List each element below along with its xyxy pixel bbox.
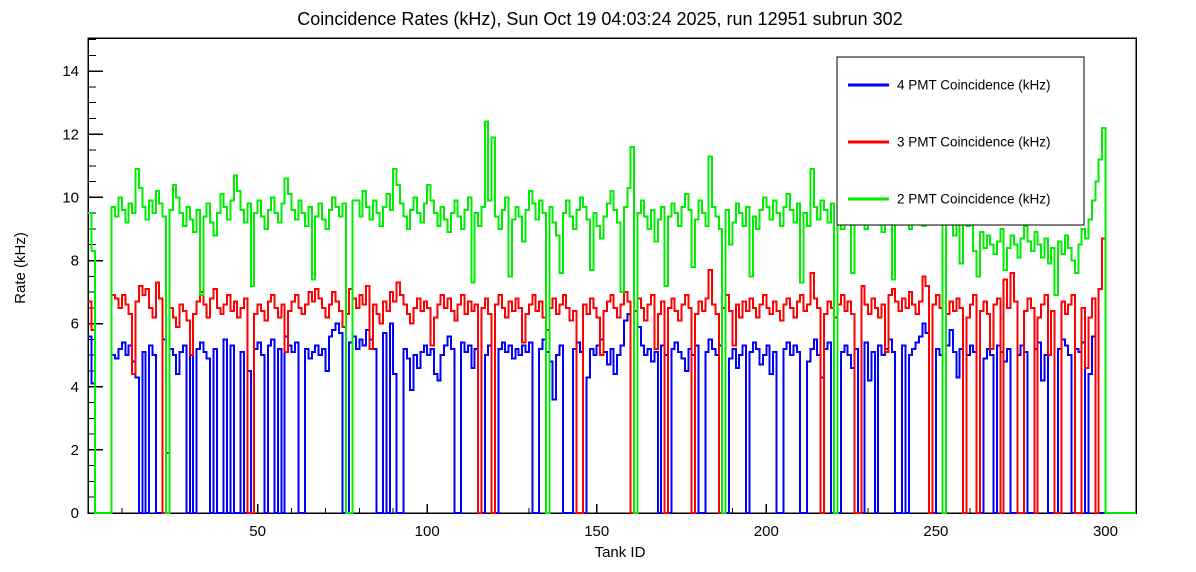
x-tick-label: 300	[1093, 523, 1118, 540]
y-tick-label: 10	[62, 189, 79, 206]
x-tick-label: 150	[584, 523, 609, 540]
legend-entry-label: 2 PMT Coincidence (kHz)	[897, 192, 1051, 207]
y-tick-label: 14	[62, 63, 79, 80]
y-tick-label: 12	[62, 126, 79, 143]
x-tick-label: 50	[249, 523, 266, 540]
x-axis-title: Tank ID	[595, 544, 646, 561]
x-tick-label: 100	[415, 523, 440, 540]
y-tick-label: 6	[71, 316, 79, 333]
y-axis-title: Rate (kHz)	[12, 232, 29, 304]
chart-title: Coincidence Rates (kHz), Sun Oct 19 04:0…	[297, 9, 902, 29]
axes: 0 2 4 6 8 10 12 14 50 100 150 200 250 300	[62, 37, 1137, 540]
legend-entry-label: 3 PMT Coincidence (kHz)	[897, 135, 1051, 150]
plot-frame-border	[87, 37, 1137, 514]
legend: 4 PMT Coincidence (kHz) 3 PMT Coincidence…	[836, 56, 1085, 226]
y-tick-label: 0	[71, 505, 79, 522]
series-3pmt-line	[88, 237, 1136, 514]
y-tick-label: 8	[71, 253, 79, 270]
y-tick-label: 4	[71, 379, 79, 396]
legend-entry-label: 4 PMT Coincidence (kHz)	[897, 78, 1051, 93]
y-tick-label: 2	[71, 442, 79, 459]
x-tick-label: 200	[754, 523, 779, 540]
series-4pmt-line	[88, 313, 1136, 514]
x-tick-label: 250	[923, 523, 948, 540]
